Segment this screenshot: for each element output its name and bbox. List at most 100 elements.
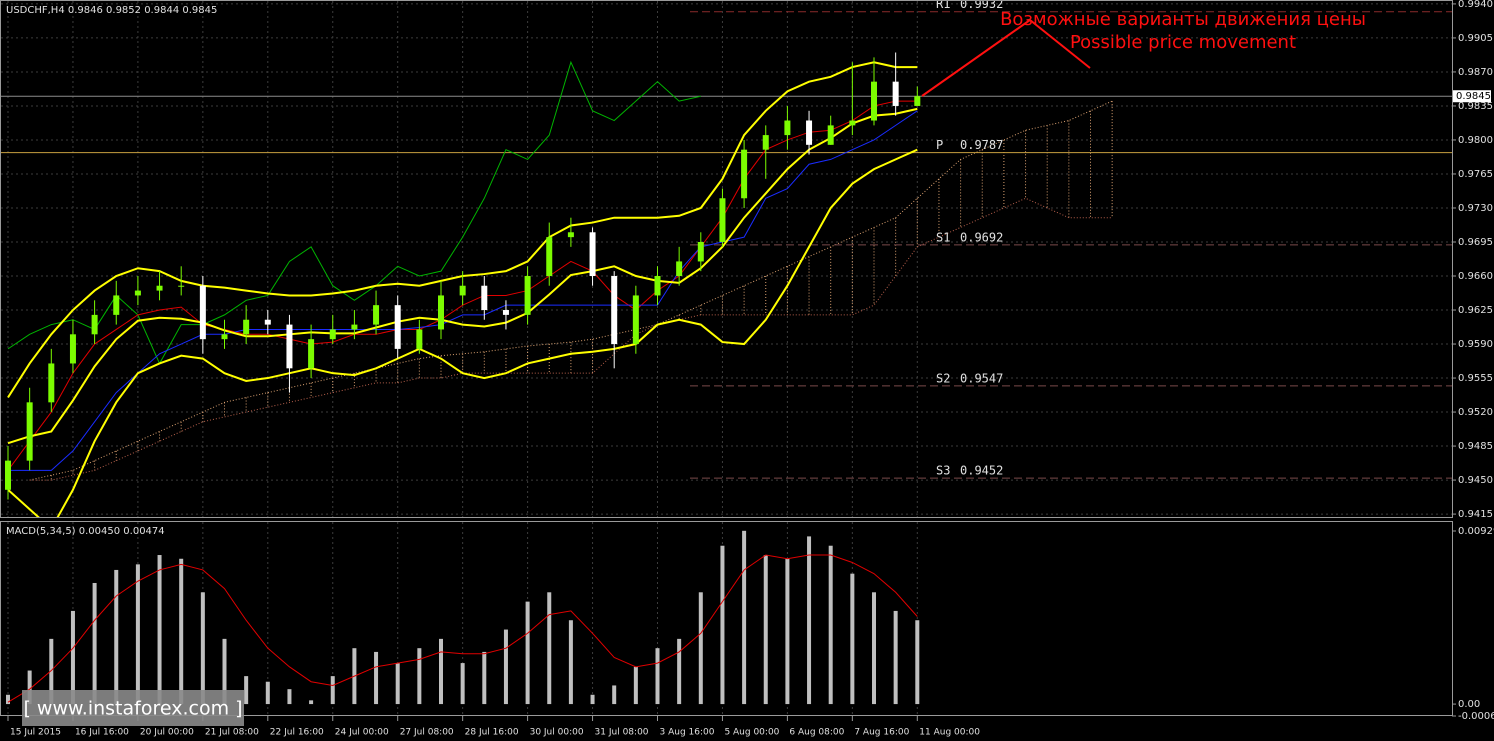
y-tick-label: 0.9450 <box>1458 475 1493 486</box>
x-tick-label: 21 Jul 08:00 <box>205 728 259 738</box>
x-tick-label: 3 Aug 16:00 <box>660 728 715 738</box>
pivot-name: P <box>936 138 943 152</box>
candle-body <box>373 305 380 325</box>
macd-bar <box>417 648 422 705</box>
y-tick-label: 0.9870 <box>1458 67 1493 78</box>
macd-bar <box>49 638 54 705</box>
candle-body <box>827 125 834 145</box>
macd-bar <box>244 676 249 705</box>
x-tick-label: 22 Jul 16:00 <box>270 728 324 738</box>
price-plot <box>1 11 1452 517</box>
pivot-name: S1 <box>936 230 950 244</box>
macd-bar <box>265 681 270 705</box>
macd-bar <box>568 620 573 705</box>
macd-bar <box>720 545 725 705</box>
pivot-name: S2 <box>936 371 950 385</box>
macd-bar <box>157 555 162 705</box>
macd-bar <box>828 545 833 705</box>
y-tick-label: 0.9940 <box>1458 0 1493 10</box>
x-tick-label: 30 Jul 00:00 <box>530 728 584 738</box>
cloud-span-b <box>29 197 1113 481</box>
x-tick-label: 16 Jul 16:00 <box>75 728 129 738</box>
x-tick-label: 7 Aug 16:00 <box>854 728 909 738</box>
annotation-ru: Возможные варианты движения цены <box>1000 9 1366 30</box>
x-tick-label: 24 Jul 00:00 <box>335 728 389 738</box>
pivot-value: 0.9932 <box>960 0 1003 11</box>
candle-body <box>849 120 856 126</box>
macd-bar <box>439 638 443 705</box>
candle-body <box>871 81 877 121</box>
candle-body <box>914 96 921 106</box>
x-tick-label: 6 Aug 08:00 <box>789 728 844 738</box>
macd-bar <box>114 569 119 705</box>
y-tick-label: 0.9415 <box>1458 509 1493 520</box>
macd-bar <box>872 592 876 705</box>
macd-bar <box>70 610 75 705</box>
y-tick-label: 0.9485 <box>1458 441 1493 452</box>
indicator-line <box>7 107 918 445</box>
indicator-line <box>8 110 918 471</box>
price-frame <box>0 0 1453 518</box>
pivot-value: 0.9452 <box>960 464 1003 478</box>
candle-body <box>438 295 444 330</box>
candle-body <box>806 120 813 145</box>
y-tick-label: -0.00064 <box>1458 711 1494 722</box>
pivot-value: 0.9547 <box>960 371 1003 385</box>
macd-bar <box>287 689 292 705</box>
candle-body <box>286 324 293 369</box>
x-tick-label: 5 Aug 00:00 <box>724 728 779 738</box>
y-tick-label: 0.9590 <box>1458 339 1493 350</box>
macd-bar <box>547 592 552 705</box>
movement-arrow <box>921 18 1091 97</box>
axes: 0.9940 0.9905 0.9870 0.9835 0.9800 0.9765 0.97… <box>7 0 1494 738</box>
candle-body <box>156 285 163 291</box>
candle-body <box>762 135 769 150</box>
macd-bar <box>503 629 508 705</box>
candle-body <box>459 285 466 296</box>
candle-body <box>48 363 55 403</box>
macd-bar <box>807 536 812 705</box>
candle-body <box>741 149 748 199</box>
pivot-value: 0.9787 <box>960 138 1003 152</box>
macd-bar <box>655 648 660 705</box>
x-tick-label: 20 Jul 00:00 <box>140 728 194 738</box>
price-title: USDCHF,H4 0.9846 0.9852 0.9844 0.9845 <box>6 5 217 16</box>
candle-body <box>221 334 228 340</box>
macd-bar <box>6 694 10 705</box>
macd-bar <box>785 558 790 705</box>
macd-bar <box>200 592 205 705</box>
last-price-box <box>1453 90 1491 103</box>
macd-bar <box>525 601 530 705</box>
candle-body <box>91 314 98 335</box>
macd-bar <box>633 666 638 705</box>
x-tick-label: 15 Jul 2015 <box>10 728 61 738</box>
macd-bar <box>893 610 898 705</box>
macd-frame <box>0 521 1453 716</box>
x-tick-label: 31 Jul 08:00 <box>595 728 649 738</box>
candle-body <box>5 460 11 490</box>
indicator-line <box>7 148 918 517</box>
macd-bar <box>330 676 335 705</box>
indicator-line <box>7 60 701 365</box>
candle-body <box>26 402 33 461</box>
pivot-value: 0.9692 <box>960 230 1003 244</box>
candle-body <box>243 319 250 335</box>
candle-body <box>892 81 899 106</box>
candle-body <box>784 120 791 136</box>
macd-bar <box>222 638 227 705</box>
annotation-en: Possible price movement <box>1070 32 1296 53</box>
y-tick-label: 0.00929 <box>1458 526 1494 537</box>
y-tick-label: 0.9555 <box>1458 373 1493 384</box>
candle-body <box>502 310 509 315</box>
candle-body <box>546 237 553 277</box>
candle-body <box>329 329 336 340</box>
candle-body <box>69 334 76 364</box>
candle-body <box>264 319 271 325</box>
x-tick-label: 28 Jul 16:00 <box>465 728 519 738</box>
y-tick-label: 0.9660 <box>1458 271 1493 282</box>
y-tick-label: 0.9765 <box>1458 169 1493 180</box>
watermark-box <box>22 690 244 726</box>
macd-bar <box>612 685 617 705</box>
candle-body <box>611 276 618 345</box>
